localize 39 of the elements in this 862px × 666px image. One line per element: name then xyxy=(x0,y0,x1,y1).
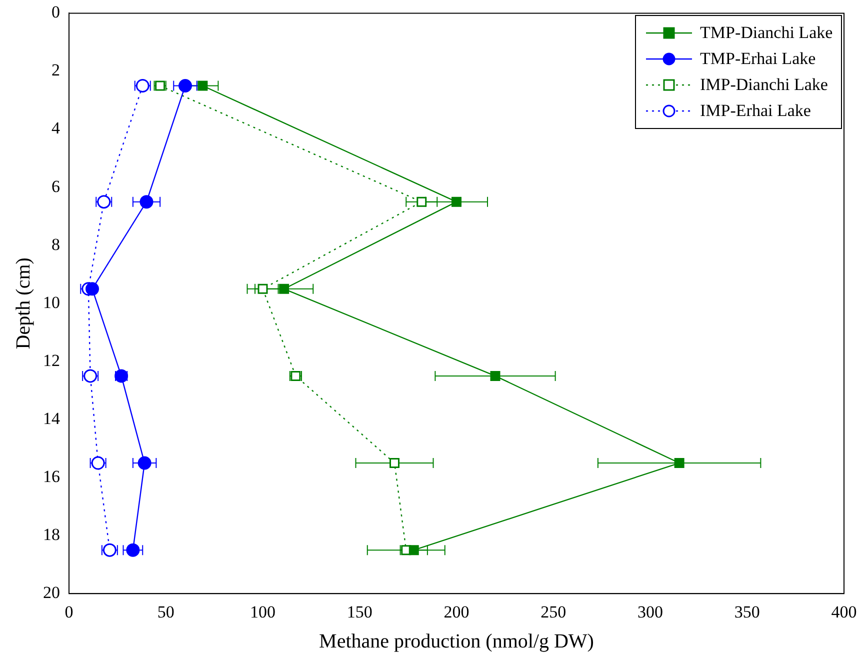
x-tick-label: 200 xyxy=(444,602,470,622)
point xyxy=(198,80,208,91)
point xyxy=(138,456,152,470)
y-tick-label: 16 xyxy=(43,466,60,486)
point xyxy=(452,196,462,207)
y-tick-label: 8 xyxy=(52,234,60,254)
x-tick-label: 350 xyxy=(734,602,760,622)
point xyxy=(140,195,154,209)
x-tick-label: 50 xyxy=(157,602,174,622)
point xyxy=(258,284,268,294)
x-tick-label: 400 xyxy=(831,602,857,622)
y-tick-label: 0 xyxy=(52,2,60,22)
point xyxy=(279,284,290,294)
x-tick-label: 0 xyxy=(64,602,74,622)
y-tick-label: 2 xyxy=(52,60,60,80)
point xyxy=(126,543,140,557)
y-tick-label: 20 xyxy=(43,583,60,602)
point xyxy=(178,79,192,92)
y-tick-label: 18 xyxy=(43,525,60,544)
point xyxy=(416,196,427,207)
legend-label: TMP-Dianchi Lake xyxy=(700,22,833,44)
legend-label: IMP-Dianchi Lake xyxy=(700,74,828,96)
y-tick-label: 14 xyxy=(43,408,60,428)
x-tick-label: 150 xyxy=(346,602,372,622)
point xyxy=(490,370,500,381)
point xyxy=(674,458,684,468)
point xyxy=(390,458,400,468)
x-tick-label: 300 xyxy=(638,602,663,622)
legend-label: IMP-Erhai Lake xyxy=(700,100,811,122)
y-tick-label: 10 xyxy=(43,292,60,312)
point xyxy=(408,545,419,556)
legend-label: TMP-Erhai Lake xyxy=(700,48,816,70)
x-tick-label: 100 xyxy=(250,602,276,622)
y-tick-label: 12 xyxy=(43,350,60,370)
y-tick-label: 4 xyxy=(52,118,60,138)
x-tick-label: 250 xyxy=(540,602,566,622)
x-axis-title: Methane production (nmol/g DW) xyxy=(319,630,594,652)
y-axis-title: Depth (cm) xyxy=(12,258,34,350)
y-tick-label: 6 xyxy=(52,176,60,196)
